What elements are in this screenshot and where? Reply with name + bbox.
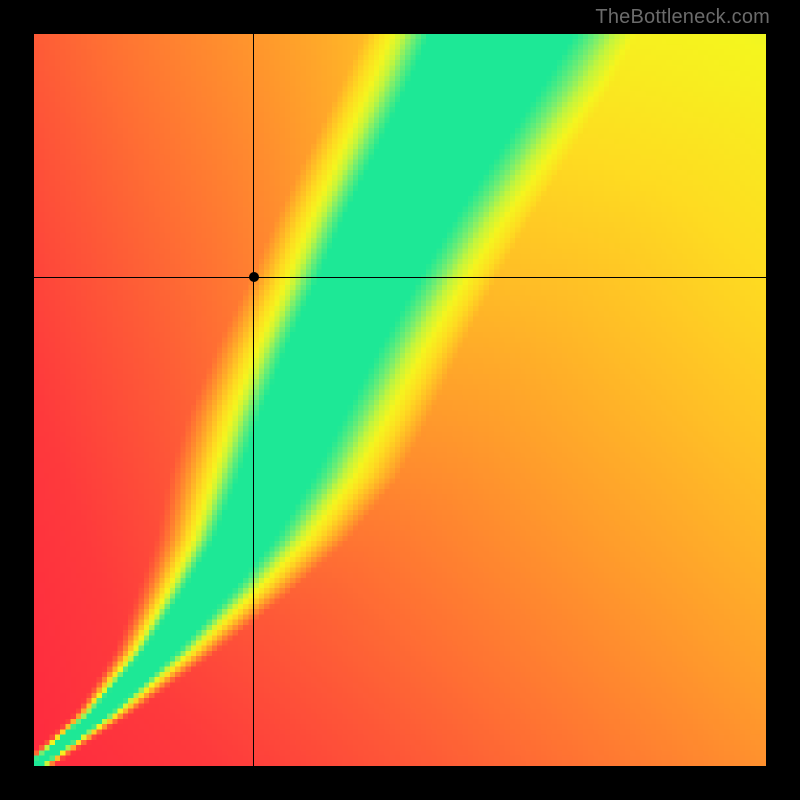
crosshair-marker [249, 272, 259, 282]
crosshair-vertical [253, 34, 254, 766]
watermark-text: TheBottleneck.com [595, 6, 770, 29]
heatmap-plot [34, 34, 766, 766]
crosshair-horizontal [34, 277, 766, 278]
heatmap-canvas [34, 34, 766, 766]
